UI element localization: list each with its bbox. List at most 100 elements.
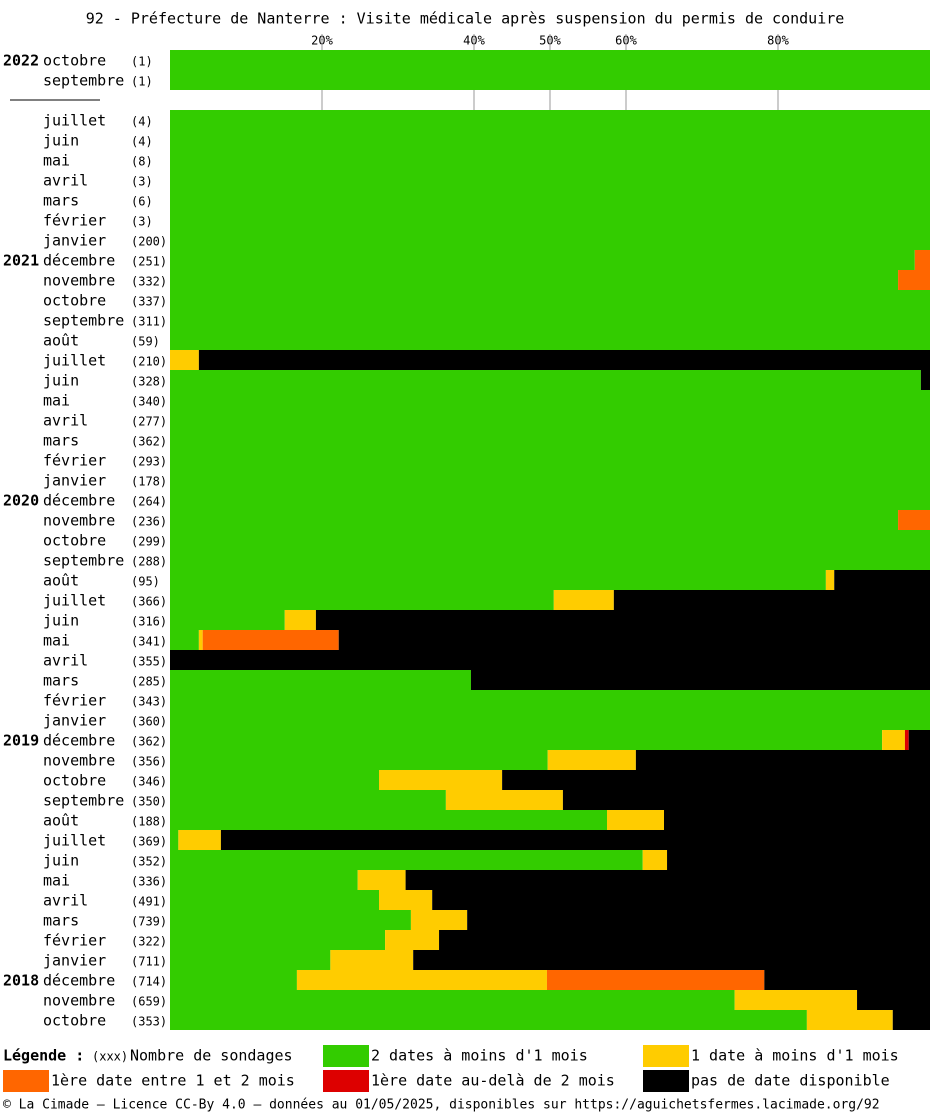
- bar-segment: [170, 910, 411, 930]
- legend-count-text: Nombre de sondages: [130, 1047, 293, 1065]
- bar-segment: [170, 630, 199, 650]
- bar-segment: [379, 770, 503, 790]
- count-label: (95): [131, 575, 160, 589]
- count-label: (1): [131, 75, 153, 89]
- bar-segment: [170, 550, 930, 570]
- bar-segment: [170, 810, 607, 830]
- bar-segment: [898, 510, 930, 530]
- month-label: avril: [43, 652, 88, 670]
- year-label: 2019: [3, 732, 39, 750]
- bar-segment: [170, 750, 548, 770]
- bar-segment: [330, 950, 414, 970]
- count-label: (362): [131, 735, 167, 749]
- month-label: octobre: [43, 532, 106, 550]
- count-label: (1): [131, 55, 153, 69]
- legend-swatch: [643, 1045, 689, 1067]
- bar-segment: [170, 710, 930, 730]
- bar-segment: [562, 790, 930, 810]
- month-label: mai: [43, 152, 70, 170]
- month-label: février: [43, 452, 106, 470]
- bar-segment: [170, 470, 930, 490]
- count-label: (285): [131, 675, 167, 689]
- count-label: (355): [131, 655, 167, 669]
- bar-segment: [825, 570, 835, 590]
- bar-segment: [170, 230, 930, 250]
- month-label: février: [43, 692, 106, 710]
- legend-label: 1 date à moins d'1 mois: [691, 1047, 899, 1065]
- bar-segment: [898, 270, 930, 290]
- bar-segment: [439, 930, 930, 950]
- bar-segment: [667, 850, 930, 870]
- count-label: (360): [131, 715, 167, 729]
- legend-label: pas de date disponible: [691, 1072, 890, 1090]
- count-label: (6): [131, 195, 153, 209]
- bar-segment: [546, 970, 765, 990]
- bar-segment: [553, 590, 614, 610]
- bar-segment: [170, 530, 930, 550]
- month-label: avril: [43, 892, 88, 910]
- footer: © La Cimade — Licence CC-By 4.0 — donnée…: [3, 1098, 880, 1113]
- legend-swatch: [323, 1070, 369, 1092]
- count-label: (352): [131, 855, 167, 869]
- bar-segment: [170, 250, 915, 270]
- count-label: (251): [131, 255, 167, 269]
- count-label: (293): [131, 455, 167, 469]
- month-label: janvier: [43, 472, 106, 490]
- bar-segment: [405, 870, 930, 890]
- bar-segment: [170, 370, 921, 390]
- bar-segment: [445, 790, 563, 810]
- bar-segment: [170, 310, 930, 330]
- bar-segment: [413, 950, 930, 970]
- bar-segment: [432, 890, 930, 910]
- month-label: octobre: [43, 772, 106, 790]
- year-label: 2022: [3, 52, 39, 70]
- bar-segment: [170, 170, 930, 190]
- chart-title: 92 - Préfecture de Nanterre : Visite méd…: [86, 10, 845, 28]
- count-label: (316): [131, 615, 167, 629]
- month-label: avril: [43, 412, 88, 430]
- bar-segment: [296, 970, 547, 990]
- bar-segment: [170, 130, 930, 150]
- month-label: mai: [43, 872, 70, 890]
- count-label: (337): [131, 295, 167, 309]
- month-label: mai: [43, 392, 70, 410]
- bar-segment: [892, 1010, 930, 1030]
- bar-segment: [635, 750, 930, 770]
- month-label: juin: [43, 852, 79, 870]
- month-label: septembre: [43, 312, 124, 330]
- legend-label: 1ère date entre 1 et 2 mois: [51, 1072, 295, 1090]
- legend-swatch: [323, 1045, 369, 1067]
- month-label: juin: [43, 132, 79, 150]
- count-label: (353): [131, 1015, 167, 1029]
- bar-segment: [170, 870, 358, 890]
- month-label: décembre: [43, 252, 115, 270]
- bar-segment: [857, 990, 930, 1010]
- count-label: (328): [131, 375, 167, 389]
- bar-segment: [502, 770, 930, 790]
- bar-segment: [170, 950, 331, 970]
- count-label: (210): [131, 355, 167, 369]
- bar-segment: [170, 610, 285, 630]
- count-label: (659): [131, 995, 167, 1009]
- count-label: (3): [131, 175, 153, 189]
- count-label: (714): [131, 975, 167, 989]
- month-label: décembre: [43, 732, 115, 750]
- count-label: (4): [131, 115, 153, 129]
- month-label: mai: [43, 632, 70, 650]
- bar-segment: [170, 350, 199, 370]
- month-label: août: [43, 812, 79, 830]
- bar-segment: [170, 930, 386, 950]
- bar-segment: [607, 810, 664, 830]
- bar-segment: [170, 110, 930, 130]
- count-label: (341): [131, 635, 167, 649]
- count-label: (346): [131, 775, 167, 789]
- bar-segment: [170, 290, 930, 310]
- bar-segment: [170, 210, 930, 230]
- count-label: (356): [131, 755, 167, 769]
- month-label: juillet: [43, 112, 106, 130]
- bar-segment: [170, 570, 826, 590]
- count-label: (311): [131, 315, 167, 329]
- month-label: juillet: [43, 832, 106, 850]
- count-label: (369): [131, 835, 167, 849]
